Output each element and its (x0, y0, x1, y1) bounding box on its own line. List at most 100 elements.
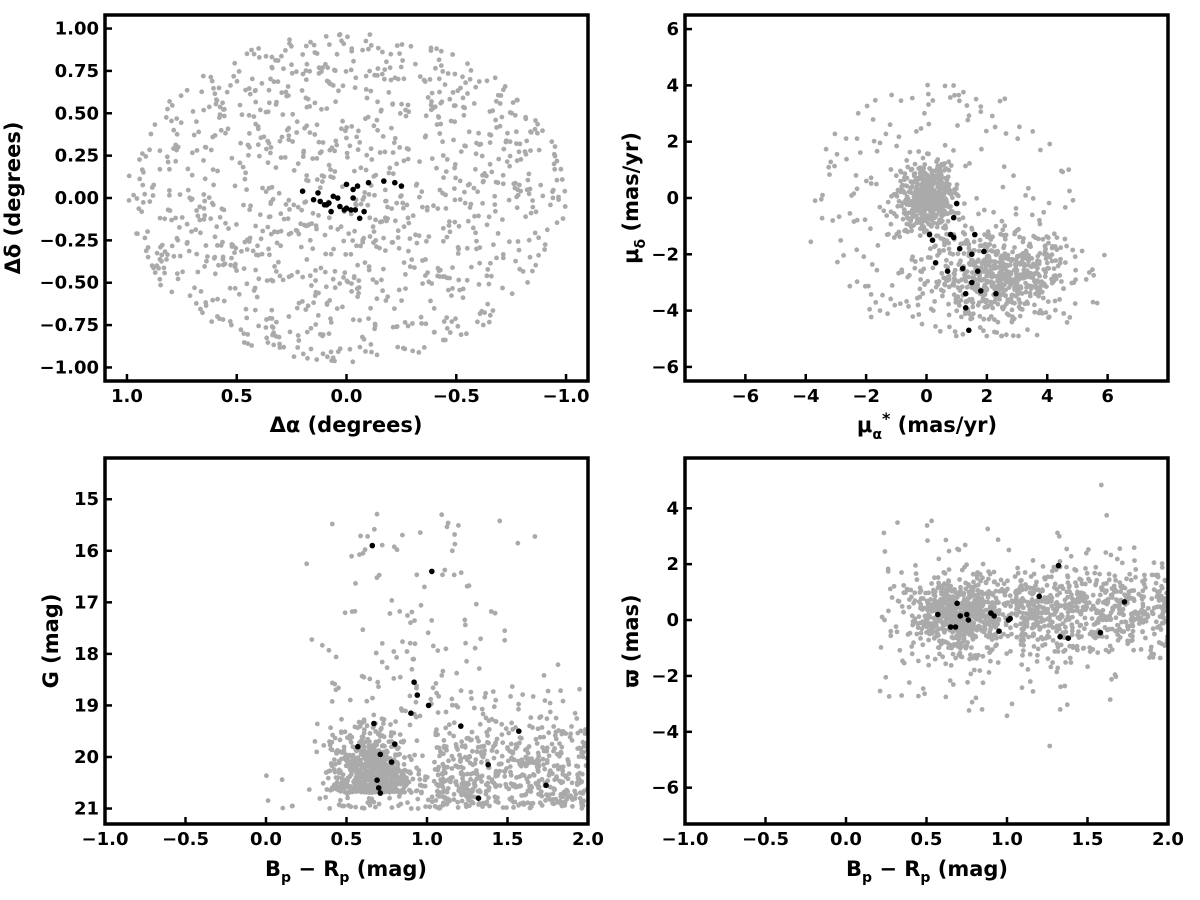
field-point (930, 308, 936, 313)
field-point (1106, 577, 1112, 583)
field-point (365, 534, 370, 539)
field-point (397, 51, 402, 56)
field-point (1046, 315, 1051, 320)
field-point (553, 715, 559, 721)
field-point (221, 113, 227, 119)
field-point (1058, 168, 1064, 174)
field-point (542, 766, 548, 772)
field-point (417, 782, 423, 788)
field-point (835, 259, 840, 265)
field-point (321, 743, 327, 748)
field-point (393, 218, 398, 224)
field-point (975, 595, 981, 601)
field-point (353, 804, 358, 810)
field-point (1064, 320, 1070, 325)
field-point (202, 176, 208, 182)
field-point (405, 613, 410, 618)
field-point (417, 159, 422, 165)
field-point (259, 251, 265, 257)
field-point (462, 143, 467, 149)
field-point (932, 597, 937, 603)
field-point (326, 79, 332, 85)
field-point (929, 288, 935, 294)
field-point (327, 742, 333, 748)
field-point (888, 628, 894, 634)
field-point (488, 609, 494, 614)
member-point (962, 290, 969, 297)
field-point (902, 175, 907, 181)
field-point (417, 530, 423, 535)
field-point (1043, 256, 1049, 262)
field-point (139, 209, 145, 215)
field-point (343, 69, 349, 74)
field-point (1057, 273, 1063, 278)
field-point (163, 115, 169, 120)
field-point (261, 134, 267, 140)
member-point (975, 268, 981, 275)
field-point (268, 76, 273, 82)
field-point (142, 235, 148, 241)
member-point (356, 215, 363, 222)
field-point (229, 322, 234, 328)
field-point (323, 770, 329, 775)
field-point (429, 799, 435, 805)
field-point (572, 788, 578, 794)
field-point (971, 621, 977, 626)
field-point (289, 70, 295, 76)
field-point (396, 287, 402, 293)
field-point (338, 224, 344, 230)
field-point (1079, 634, 1084, 639)
field-point (919, 626, 925, 632)
field-point (443, 206, 449, 211)
field-point (444, 326, 450, 331)
field-point (1013, 264, 1019, 269)
field-point (516, 701, 521, 707)
field-point (511, 181, 517, 187)
field-point (1026, 262, 1031, 268)
field-point (1113, 577, 1118, 583)
field-point (932, 593, 938, 599)
field-point (384, 59, 389, 65)
field-point (547, 768, 553, 774)
member-point (458, 723, 464, 729)
field-point (1049, 574, 1054, 580)
field-point (407, 693, 413, 699)
field-point (217, 112, 223, 117)
field-point (939, 218, 945, 224)
field-point (285, 216, 291, 222)
field-point (253, 99, 259, 105)
field-point (413, 183, 419, 188)
field-point (271, 330, 276, 336)
field-point (909, 594, 914, 600)
field-point (1051, 231, 1057, 237)
field-point (1095, 650, 1101, 655)
field-point (515, 239, 521, 244)
field-point (463, 640, 468, 646)
field-point (355, 755, 361, 761)
field-point (494, 125, 499, 130)
field-point (943, 661, 949, 667)
field-point (888, 167, 894, 172)
field-point (473, 757, 479, 763)
field-point (327, 42, 332, 47)
field-point (1022, 263, 1027, 269)
field-point (516, 149, 522, 155)
field-point (310, 156, 316, 162)
field-point (904, 158, 910, 163)
field-point (517, 735, 523, 740)
field-point (178, 120, 184, 126)
field-point (1014, 281, 1020, 286)
field-point (929, 168, 935, 174)
x-tick-label: 1.5 (492, 829, 524, 850)
field-point (366, 316, 371, 321)
field-point (1024, 268, 1030, 274)
field-point (515, 97, 520, 103)
field-point (450, 265, 455, 270)
field-point (942, 210, 948, 215)
field-point (412, 752, 417, 758)
field-point (352, 778, 357, 784)
field-point (362, 768, 368, 774)
field-point (404, 202, 410, 208)
field-point (256, 55, 262, 60)
field-point (1035, 236, 1041, 242)
